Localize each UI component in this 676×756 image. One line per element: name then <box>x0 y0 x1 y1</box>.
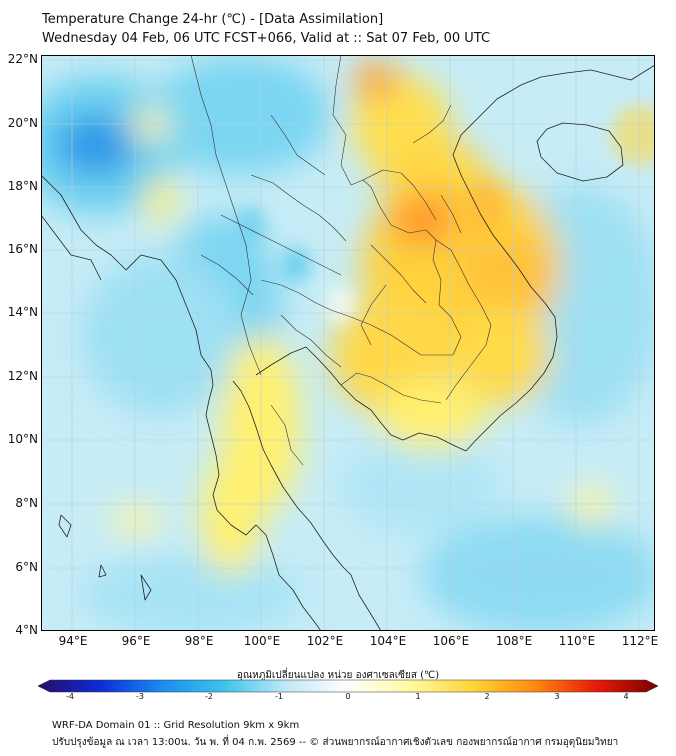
map-frame <box>41 55 655 631</box>
lat-label-4: 4°N <box>15 623 38 637</box>
coastlines <box>41 64 655 631</box>
temperature-detail <box>236 105 655 325</box>
colorbar-tick: 4 <box>623 692 629 701</box>
lat-label-10: 10°N <box>7 432 38 446</box>
lon-label-96: 96°E <box>121 634 151 648</box>
lat-label-8: 8°N <box>15 496 38 510</box>
lon-label-98: 98°E <box>184 634 214 648</box>
colorbar-tick: -4 <box>66 692 74 701</box>
colorbar <box>38 679 658 693</box>
footer-credit: ปรับปรุงข้อมูล ณ เวลา 13:00น. วัน พ. ที่… <box>52 737 619 748</box>
lat-label-14: 14°N <box>7 305 38 319</box>
lon-label-104: 104°E <box>369 634 407 648</box>
colorbar-tick: 3 <box>554 692 560 701</box>
lon-label-102: 102°E <box>306 634 344 648</box>
lat-label-6: 6°N <box>15 560 38 574</box>
colorbar-tick: 2 <box>484 692 490 701</box>
lon-label-110: 110°E <box>558 634 596 648</box>
lat-label-12: 12°N <box>7 369 38 383</box>
map-title: Temperature Change 24-hr (℃) - [Data Ass… <box>42 12 384 27</box>
colorbar-tick: -1 <box>275 692 283 701</box>
lon-label-108: 108°E <box>495 634 533 648</box>
lon-label-94: 94°E <box>58 634 88 648</box>
lat-label-20: 20°N <box>7 116 38 130</box>
gridlines <box>41 55 655 631</box>
colorbar-tick: 0 <box>345 692 351 701</box>
lon-label-112: 112°E <box>621 634 659 648</box>
colorbar-tick: -2 <box>205 692 213 701</box>
lat-label-22: 22°N <box>7 52 38 66</box>
colorbar-label: อุณหภูมิเปลี่ยนแปลง หน่วย องศาเซลเซียส (… <box>236 670 440 681</box>
colorbar-tick: 1 <box>415 692 421 701</box>
map-subtitle: Wednesday 04 Feb, 06 UTC FCST+066, Valid… <box>42 31 491 46</box>
temperature-change-map <box>41 55 655 631</box>
lat-label-16: 16°N <box>7 242 38 256</box>
lat-label-18: 18°N <box>7 179 38 193</box>
admin-boundaries <box>190 55 492 466</box>
colorbar-tick: -3 <box>136 692 144 701</box>
footer-model-info: WRF-DA Domain 01 :: Grid Resolution 9km … <box>52 720 300 731</box>
lon-label-106: 106°E <box>432 634 470 648</box>
temperature-field <box>41 55 655 631</box>
lon-label-100: 100°E <box>243 634 281 648</box>
